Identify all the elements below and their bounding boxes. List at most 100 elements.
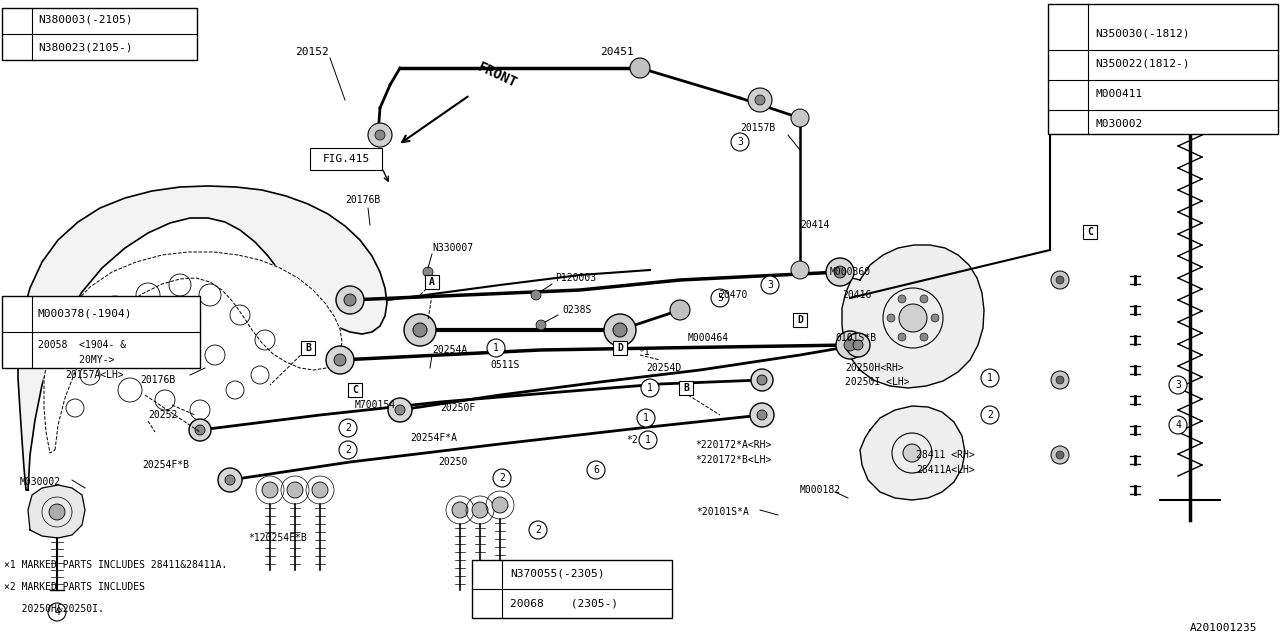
Text: ×2 MARKED PARTS INCLUDES: ×2 MARKED PARTS INCLUDES xyxy=(4,582,145,592)
Text: 1: 1 xyxy=(643,413,649,423)
Text: 20254F*A: 20254F*A xyxy=(410,433,457,443)
Text: 20470: 20470 xyxy=(718,290,748,300)
Text: 0238S: 0238S xyxy=(562,305,591,315)
Text: 4: 4 xyxy=(54,607,60,617)
Circle shape xyxy=(588,461,605,479)
Bar xyxy=(348,383,362,397)
Text: 2: 2 xyxy=(535,525,541,535)
Circle shape xyxy=(750,403,774,427)
Circle shape xyxy=(1169,376,1187,394)
Circle shape xyxy=(334,354,346,366)
Text: M000411: M000411 xyxy=(1094,89,1142,99)
Circle shape xyxy=(422,267,433,277)
Text: B: B xyxy=(684,383,689,393)
Circle shape xyxy=(641,379,659,397)
Text: C: C xyxy=(1087,227,1093,237)
Text: M030002: M030002 xyxy=(1094,119,1142,129)
Polygon shape xyxy=(18,186,387,490)
Text: 20250H<RH>: 20250H<RH> xyxy=(845,363,904,373)
Text: 20250: 20250 xyxy=(438,457,467,467)
Text: 20176B: 20176B xyxy=(140,375,175,385)
Circle shape xyxy=(375,130,385,140)
Text: 2: 2 xyxy=(346,423,351,433)
Text: 1: 1 xyxy=(645,435,652,445)
Text: 20254F*B: 20254F*B xyxy=(142,460,189,470)
Circle shape xyxy=(49,504,65,520)
Circle shape xyxy=(604,314,636,346)
Circle shape xyxy=(836,331,864,359)
Text: 20152: 20152 xyxy=(294,47,329,57)
Circle shape xyxy=(218,468,242,492)
Text: M030002: M030002 xyxy=(20,477,61,487)
Circle shape xyxy=(887,314,895,322)
Circle shape xyxy=(396,405,404,415)
Circle shape xyxy=(852,340,863,350)
Text: 4: 4 xyxy=(14,309,20,319)
Text: 20416: 20416 xyxy=(842,290,872,300)
Circle shape xyxy=(762,276,780,294)
Text: 3: 3 xyxy=(1175,380,1181,390)
Circle shape xyxy=(613,323,627,337)
Text: A: A xyxy=(429,277,435,287)
Bar xyxy=(310,148,381,170)
Text: P120003: P120003 xyxy=(556,273,596,283)
Text: 5: 5 xyxy=(14,16,20,26)
Circle shape xyxy=(980,369,998,387)
Text: 2: 2 xyxy=(499,473,504,483)
Text: 1: 1 xyxy=(493,343,499,353)
Circle shape xyxy=(1051,446,1069,464)
Text: M000360: M000360 xyxy=(829,267,872,277)
Circle shape xyxy=(529,521,547,539)
Text: 6: 6 xyxy=(484,569,490,579)
Text: *1: *1 xyxy=(637,347,650,357)
Text: 20250H&20250I.: 20250H&20250I. xyxy=(4,604,104,614)
Circle shape xyxy=(1051,371,1069,389)
Text: *220172*A<RH>: *220172*A<RH> xyxy=(695,440,772,450)
Text: 20254A: 20254A xyxy=(433,345,467,355)
Circle shape xyxy=(262,482,278,498)
Circle shape xyxy=(1056,451,1064,459)
Circle shape xyxy=(844,339,856,351)
Circle shape xyxy=(225,475,236,485)
Circle shape xyxy=(791,109,809,127)
Text: N380023(2105-): N380023(2105-) xyxy=(38,42,133,52)
Text: 28411 <RH>: 28411 <RH> xyxy=(916,450,975,460)
Bar xyxy=(3,8,197,60)
Circle shape xyxy=(826,258,854,286)
Circle shape xyxy=(710,289,730,307)
Circle shape xyxy=(902,444,922,462)
Circle shape xyxy=(630,58,650,78)
Text: 1: 1 xyxy=(648,383,653,393)
Circle shape xyxy=(404,314,436,346)
Circle shape xyxy=(6,11,27,31)
Circle shape xyxy=(639,431,657,449)
Bar xyxy=(678,381,692,395)
Text: FIG.415: FIG.415 xyxy=(323,154,370,164)
Circle shape xyxy=(669,300,690,320)
Text: 20157A<LH>: 20157A<LH> xyxy=(65,370,124,380)
Circle shape xyxy=(1059,82,1078,102)
Text: M000378(-1904): M000378(-1904) xyxy=(38,308,133,318)
Circle shape xyxy=(189,419,211,441)
Text: M000182: M000182 xyxy=(800,485,841,495)
Bar xyxy=(1083,225,1097,239)
Circle shape xyxy=(731,133,749,151)
Text: 20MY->: 20MY-> xyxy=(38,355,114,365)
Bar xyxy=(301,341,315,355)
Text: N370055(-2305): N370055(-2305) xyxy=(509,569,604,579)
Text: 4: 4 xyxy=(1175,420,1181,430)
Circle shape xyxy=(49,603,67,621)
Bar xyxy=(472,560,672,618)
Text: 20157 <RH>: 20157 <RH> xyxy=(65,355,124,365)
Text: 20250F: 20250F xyxy=(440,403,475,413)
Circle shape xyxy=(369,123,392,147)
Circle shape xyxy=(335,286,364,314)
Circle shape xyxy=(472,502,488,518)
Circle shape xyxy=(748,88,772,112)
Circle shape xyxy=(477,564,497,584)
Polygon shape xyxy=(842,245,984,388)
Circle shape xyxy=(388,398,412,422)
Text: 3: 3 xyxy=(1065,117,1071,127)
Circle shape xyxy=(493,469,511,487)
Text: N330007: N330007 xyxy=(433,243,474,253)
